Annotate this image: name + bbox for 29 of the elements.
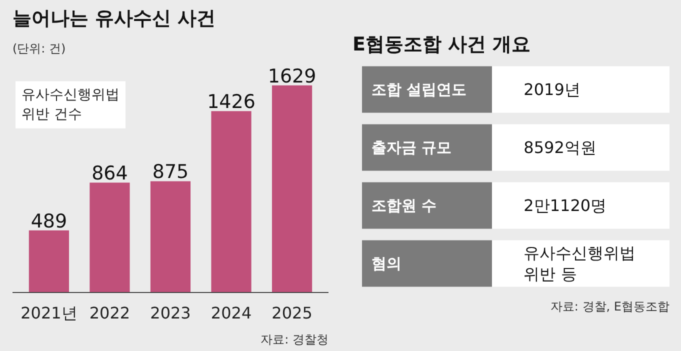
chart-title: 늘어나는 유사수신 사건 [12,8,216,30]
text: 유사수신행위법 위반 등 [524,244,636,284]
data-label: 1426 [207,91,256,114]
category-label: 조합원 수 [372,196,437,214]
category-label: 출자금 규모 [372,138,452,156]
bar [28,230,70,292]
text: E협동조합 사건 개요 [352,34,531,56]
category-label: 조합 설립연도 [372,80,467,98]
bar [150,181,191,292]
data-label: 864 [92,162,128,185]
x-tick-label: 2021년 [20,304,78,322]
bar [211,111,252,292]
bar [272,85,312,292]
bar [90,182,130,292]
data-label: 875 [152,161,189,184]
text: 8592억원 [524,138,596,157]
annotation: 유사수신행위법 위반 건수 [22,87,120,122]
chart-subtitle: (단위: 건) [12,42,66,56]
x-tick-label: 2023 [150,304,191,322]
text: 자료: 경찰청 [260,332,328,346]
x-tick-label: 2024 [210,304,252,322]
text: 2019년 [524,80,580,99]
x-tick-label: 2022 [89,304,130,322]
category-label: 혐의 [372,254,402,272]
text: 2만1120명 [524,196,607,215]
data-label: 1629 [268,65,316,88]
data-label: 489 [30,210,68,232]
text: 자료: 경찰, E협동조합 [550,300,670,314]
x-tick-label: 2025 [272,304,312,322]
